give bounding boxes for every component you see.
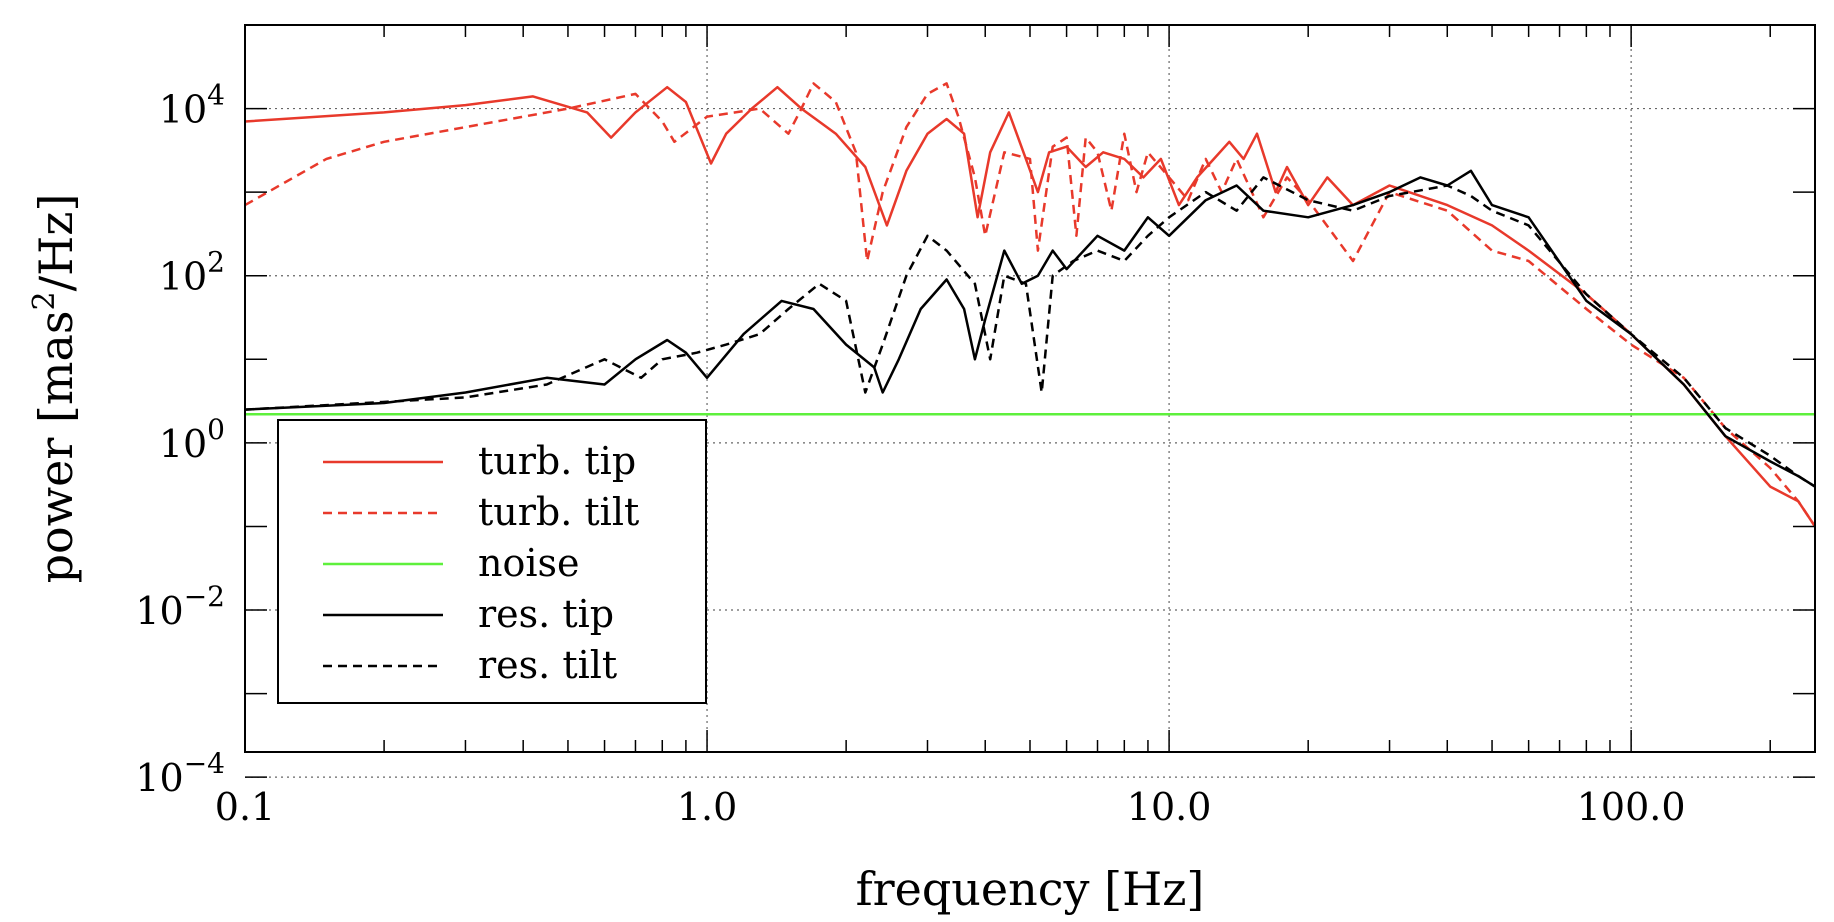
- legend-label: res. tilt: [478, 643, 617, 687]
- series-line-res-tilt: [244, 176, 1816, 488]
- legend-label: res. tip: [478, 592, 614, 636]
- y-tick-label: 104: [159, 79, 225, 132]
- series-line-res-tip: [244, 169, 1816, 488]
- x-tick-label: 10.0: [1127, 785, 1212, 829]
- y-tick-label: 102: [159, 246, 225, 299]
- legend-label: turb. tip: [478, 439, 636, 483]
- x-tick-label: 100.0: [1577, 785, 1686, 829]
- y-axis-title: power [mas2/Hz]: [27, 194, 83, 584]
- x-tick-label: 0.1: [215, 785, 275, 829]
- series-line-turb-tilt: [244, 82, 1817, 528]
- legend-label: turb. tilt: [478, 490, 639, 534]
- y-tick-label: 10−4: [135, 747, 225, 800]
- grid-lines: [245, 25, 1815, 778]
- legend-label: noise: [478, 541, 580, 585]
- axis-ticks: 0.1 1.0 10.0 100.0 10−4 10−2 100 102 104: [135, 25, 1815, 829]
- legend-box: [277, 419, 707, 704]
- y-tick-label: 10−2: [135, 580, 225, 633]
- x-tick-label: 1.0: [677, 785, 737, 829]
- series-lines: [244, 82, 1817, 528]
- x-axis-title: frequency [Hz]: [856, 862, 1205, 916]
- y-tick-label: 100: [159, 413, 225, 466]
- legend: turb. tip turb. tilt noise res. tip res. til…: [277, 419, 707, 704]
